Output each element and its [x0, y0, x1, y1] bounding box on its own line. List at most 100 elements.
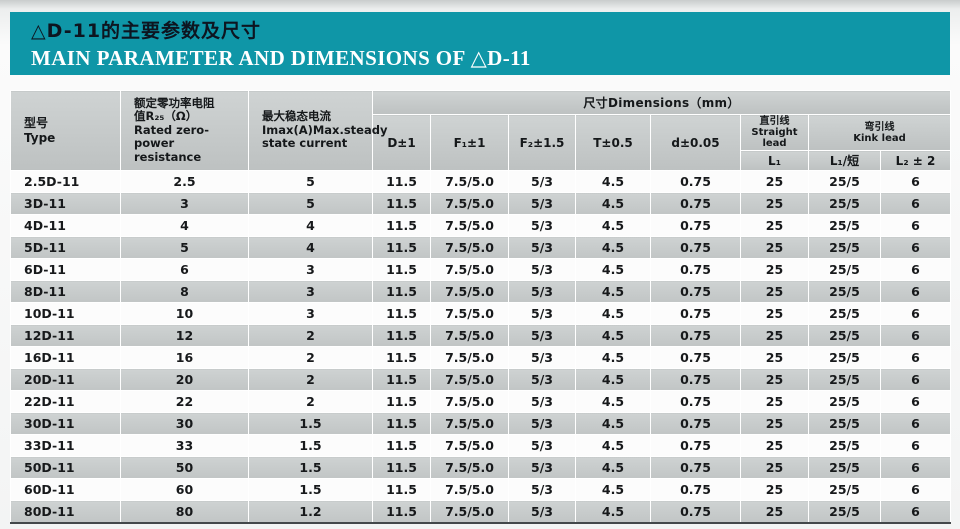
- cell-type: 2.5D-11: [10, 170, 121, 193]
- cell-T: 4.5: [575, 214, 651, 237]
- cell-F2: 5/3: [508, 192, 576, 215]
- cell-L1: 25: [740, 214, 809, 237]
- cell-resistance: 16: [120, 346, 249, 369]
- cell-resistance: 2.5: [120, 170, 249, 193]
- cell-T: 4.5: [575, 170, 651, 193]
- cell-L2: 6: [879, 324, 952, 347]
- header-row-2: D±1 F₁±1 F₂±1.5 T±0.5 d±0.05 直引线 Straigh…: [11, 114, 952, 171]
- cell-F2: 5/3: [508, 368, 576, 391]
- cell-resistance: 30: [120, 412, 249, 435]
- cell-T: 4.5: [575, 302, 651, 325]
- header-row-1: 型号 Type 额定零功率电阻 值R₂₅（Ω） Rated zero-power…: [10, 90, 952, 171]
- type-label-zh: 型号: [24, 115, 49, 130]
- cell-L1: 25: [740, 280, 809, 303]
- table-row: 33D-11 33 1.5 11.5 7.5/5.0 5/3 4.5 0.75 25 25/5 6: [10, 434, 952, 457]
- cell-F1: 7.5/5.0: [430, 192, 509, 215]
- cell-F2: 5/3: [508, 434, 576, 457]
- cell-resistance: 6: [120, 258, 249, 281]
- table-row: 50D-11 50 1.5 11.5 7.5/5.0 5/3 4.5 0.75 25 25/5 6: [10, 456, 952, 479]
- cell-d: 0.75: [650, 258, 741, 281]
- cell-F1: 7.5/5.0: [430, 324, 509, 347]
- cell-L2: 6: [879, 456, 952, 479]
- cell-F1: 7.5/5.0: [430, 214, 509, 237]
- col-header-L2: L₂ ± 2: [879, 150, 952, 171]
- cell-type: 3D-11: [10, 192, 121, 215]
- cell-resistance: 12: [120, 324, 249, 347]
- cell-L1-short: 25/5: [808, 390, 881, 413]
- cell-d: 0.75: [650, 346, 741, 369]
- cell-F2: 5/3: [508, 456, 576, 479]
- cell-L2: 6: [879, 368, 952, 391]
- cell-F2: 5/3: [508, 170, 576, 193]
- col-header-current: 最大稳态电流 Imax(A)Max.steady state current: [248, 90, 387, 171]
- cell-current: 5: [248, 170, 373, 193]
- cell-D: 11.5: [372, 236, 431, 259]
- cell-L1-short: 25/5: [808, 412, 881, 435]
- resistance-label-line: 值R₂₅（Ω）: [134, 109, 198, 124]
- cell-L1-short: 25/5: [808, 236, 881, 259]
- cell-resistance: 80: [120, 500, 249, 523]
- cell-resistance: 8: [120, 280, 249, 303]
- kink-lead-label-zh: 弯引线: [864, 121, 895, 133]
- cell-D: 11.5: [372, 302, 431, 325]
- table-row: 2.5D-11 2.5 5 11.5 7.5/5.0 5/3 4.5 0.75 25 25/5 6: [10, 170, 952, 193]
- cell-type: 4D-11: [10, 214, 121, 237]
- cell-L1-short: 25/5: [808, 302, 881, 325]
- current-label-line: 最大稳态电流: [262, 109, 331, 124]
- cell-d: 0.75: [650, 280, 741, 303]
- cell-resistance: 33: [120, 434, 249, 457]
- cell-L2: 6: [879, 434, 952, 457]
- cell-current: 1.5: [248, 412, 373, 435]
- cell-L1: 25: [740, 170, 809, 193]
- col-header-F2: F₂±1.5: [508, 114, 576, 171]
- cell-d: 0.75: [650, 236, 741, 259]
- cell-type: 8D-11: [10, 280, 121, 303]
- cell-resistance: 3: [120, 192, 249, 215]
- cell-current: 2: [248, 390, 373, 413]
- cell-resistance: 10: [120, 302, 249, 325]
- cell-current: 3: [248, 258, 373, 281]
- cell-D: 11.5: [372, 170, 431, 193]
- cell-L1: 25: [740, 302, 809, 325]
- cell-L1-short: 25/5: [808, 214, 881, 237]
- cell-L2: 6: [879, 214, 952, 237]
- table-row: 4D-11 4 4 11.5 7.5/5.0 5/3 4.5 0.75 25 25/5 6: [10, 214, 952, 237]
- cell-d: 0.75: [650, 456, 741, 479]
- cell-F1: 7.5/5.0: [430, 390, 509, 413]
- cell-current: 1.5: [248, 478, 373, 501]
- resistance-label-line: resistance: [134, 149, 202, 164]
- cell-D: 11.5: [372, 478, 431, 501]
- cell-L1: 25: [740, 478, 809, 501]
- cell-current: 3: [248, 280, 373, 303]
- col-header-d: d±0.05: [650, 114, 741, 171]
- cell-type: 20D-11: [10, 368, 121, 391]
- cell-F1: 7.5/5.0: [430, 412, 509, 435]
- cell-L1: 25: [740, 390, 809, 413]
- section-banner: △D-11的主要参数及尺寸 MAIN PARAMETER AND DIMENSI…: [10, 12, 950, 75]
- col-header-type: 型号 Type: [10, 90, 121, 171]
- cell-current: 1.5: [248, 434, 373, 457]
- cell-resistance: 20: [120, 368, 249, 391]
- cell-F1: 7.5/5.0: [430, 302, 509, 325]
- cell-resistance: 60: [120, 478, 249, 501]
- cell-D: 11.5: [372, 214, 431, 237]
- cell-current: 1.5: [248, 456, 373, 479]
- straight-lead-header: 直引线 Straight lead: [740, 114, 809, 151]
- cell-L2: 6: [879, 412, 952, 435]
- cell-type: 80D-11: [10, 500, 121, 523]
- cell-L1-short: 25/5: [808, 368, 881, 391]
- cell-L2: 6: [879, 302, 952, 325]
- table-row: 20D-11 20 2 11.5 7.5/5.0 5/3 4.5 0.75 25 25/5 6: [10, 368, 952, 391]
- cell-current: 4: [248, 236, 373, 259]
- cell-F2: 5/3: [508, 214, 576, 237]
- cell-F2: 5/3: [508, 236, 576, 259]
- table-row: 6D-11 6 3 11.5 7.5/5.0 5/3 4.5 0.75 25 25/5 6: [10, 258, 952, 281]
- table-header: 型号 Type 额定零功率电阻 值R₂₅（Ω） Rated zero-power…: [10, 90, 952, 171]
- cell-F1: 7.5/5.0: [430, 280, 509, 303]
- cell-d: 0.75: [650, 368, 741, 391]
- cell-d: 0.75: [650, 214, 741, 237]
- straight-lead-label-en: Straight lead: [751, 127, 798, 149]
- cell-d: 0.75: [650, 302, 741, 325]
- cell-current: 2: [248, 324, 373, 347]
- cell-T: 4.5: [575, 390, 651, 413]
